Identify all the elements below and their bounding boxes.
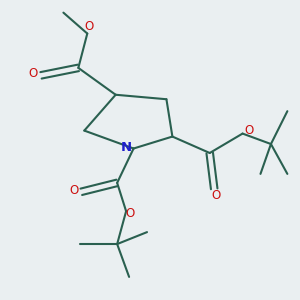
Text: O: O bbox=[69, 184, 79, 197]
Text: O: O bbox=[244, 124, 253, 137]
Text: O: O bbox=[211, 189, 220, 202]
Text: O: O bbox=[28, 68, 37, 80]
Text: O: O bbox=[84, 20, 93, 34]
Text: N: N bbox=[121, 140, 132, 154]
Text: O: O bbox=[125, 207, 134, 220]
